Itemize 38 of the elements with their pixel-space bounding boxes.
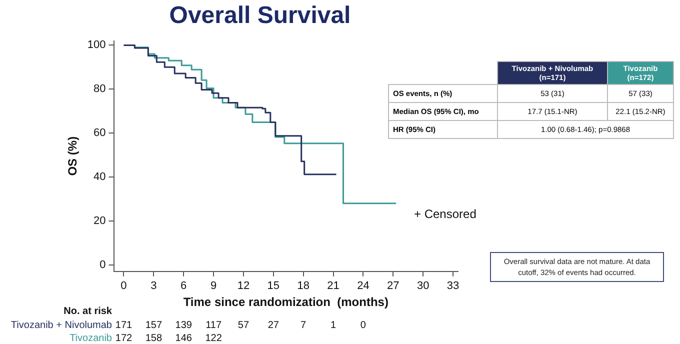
- x-tick-label: 18: [297, 280, 310, 292]
- text: 139: [175, 320, 192, 331]
- annotation: + Censored: [414, 207, 476, 221]
- y-tick-label: 100: [87, 39, 106, 52]
- text: 1: [330, 320, 336, 331]
- text: 7: [300, 320, 307, 331]
- x-tick-label: 30: [416, 280, 430, 292]
- x-tick-label: 27: [387, 280, 400, 292]
- x-tick-label: 12: [237, 280, 250, 292]
- x-tick-label: 15: [267, 280, 280, 292]
- text: Tivozanib + Nivolumab: [10, 320, 112, 331]
- text: 171: [115, 320, 133, 331]
- text: 158: [145, 332, 162, 344]
- text: 57: [238, 320, 250, 331]
- x-tick-label: 21: [327, 280, 340, 292]
- x-tick-label: 0: [120, 280, 127, 292]
- text: Tivozanib: [70, 332, 112, 344]
- chart-title: Overall Survival: [169, 2, 351, 30]
- text: 0: [360, 320, 366, 331]
- text: 117: [206, 320, 222, 331]
- y-tick-label: 60: [94, 127, 106, 140]
- y-tick-label: 80: [94, 83, 106, 96]
- y-tick-label: 40: [94, 170, 106, 183]
- x-tick-label: 6: [180, 280, 187, 292]
- y-tick-label: 20: [94, 214, 106, 227]
- x-tick-label: 3: [150, 280, 157, 292]
- text: 122: [205, 332, 222, 344]
- text: 172: [115, 332, 133, 344]
- x-tick-label: 24: [357, 280, 370, 292]
- text: 146: [175, 332, 192, 344]
- text: No. at risk: [64, 306, 112, 317]
- text: 157: [145, 320, 162, 331]
- x-tick-label: 9: [210, 280, 217, 292]
- x-tick-label: 33: [446, 280, 460, 292]
- text: 27: [268, 320, 280, 331]
- y-tick-label: 0: [100, 258, 106, 271]
- y-axis-title: OS (%): [66, 136, 80, 176]
- x-axis-title: Time since randomization (months): [183, 295, 388, 310]
